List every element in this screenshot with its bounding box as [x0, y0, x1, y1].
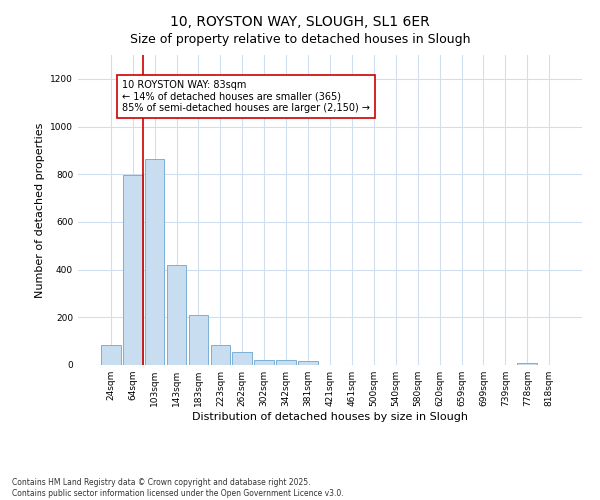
Bar: [232, 352, 252, 365]
Bar: [276, 360, 296, 365]
Bar: [211, 344, 230, 365]
Y-axis label: Number of detached properties: Number of detached properties: [35, 122, 44, 298]
Text: Size of property relative to detached houses in Slough: Size of property relative to detached ho…: [130, 32, 470, 46]
Bar: [167, 265, 187, 365]
Text: 10, ROYSTON WAY, SLOUGH, SL1 6ER: 10, ROYSTON WAY, SLOUGH, SL1 6ER: [170, 15, 430, 29]
Bar: [123, 176, 143, 365]
Bar: [298, 362, 318, 365]
Text: 10 ROYSTON WAY: 83sqm
← 14% of detached houses are smaller (365)
85% of semi-det: 10 ROYSTON WAY: 83sqm ← 14% of detached …: [122, 80, 370, 113]
Bar: [145, 158, 164, 365]
Bar: [101, 344, 121, 365]
Text: Contains HM Land Registry data © Crown copyright and database right 2025.
Contai: Contains HM Land Registry data © Crown c…: [12, 478, 344, 498]
Bar: [517, 363, 537, 365]
Bar: [188, 315, 208, 365]
X-axis label: Distribution of detached houses by size in Slough: Distribution of detached houses by size …: [192, 412, 468, 422]
Bar: [254, 360, 274, 365]
